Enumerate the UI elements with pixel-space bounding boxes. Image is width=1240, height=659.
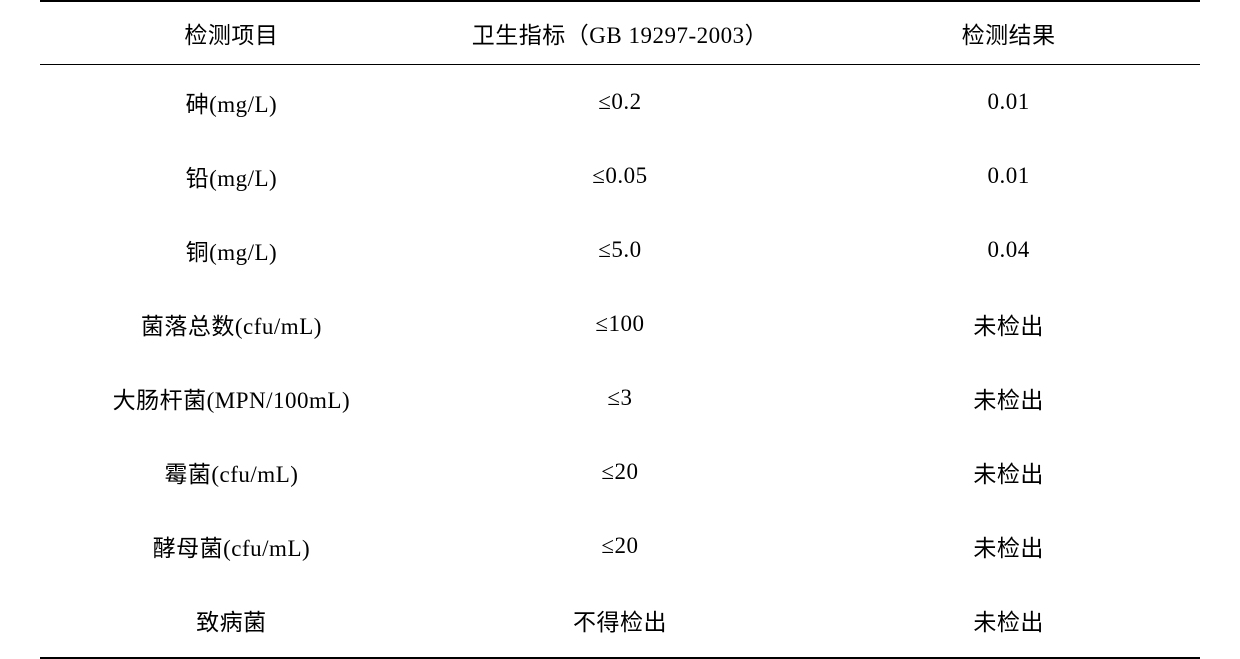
table-row: 铅(mg/L) ≤0.05 0.01 <box>40 139 1200 213</box>
cell-standard: ≤0.2 <box>423 65 817 140</box>
col-header-standard: 卫生指标（GB 19297-2003） <box>423 1 817 65</box>
table-row: 酵母菌(cfu/mL) ≤20 未检出 <box>40 509 1200 583</box>
cell-result: 0.04 <box>817 213 1200 287</box>
cell-result: 0.01 <box>817 139 1200 213</box>
cell-standard: 不得检出 <box>423 583 817 658</box>
table-row: 铜(mg/L) ≤5.0 0.04 <box>40 213 1200 287</box>
cell-item: 铜(mg/L) <box>40 213 423 287</box>
table-row: 霉菌(cfu/mL) ≤20 未检出 <box>40 435 1200 509</box>
cell-item: 铅(mg/L) <box>40 139 423 213</box>
cell-standard: ≤0.05 <box>423 139 817 213</box>
cell-standard: ≤100 <box>423 287 817 361</box>
cell-item: 菌落总数(cfu/mL) <box>40 287 423 361</box>
cell-result: 未检出 <box>817 287 1200 361</box>
col-header-item: 检测项目 <box>40 1 423 65</box>
cell-item: 大肠杆菌(MPN/100mL) <box>40 361 423 435</box>
cell-result: 0.01 <box>817 65 1200 140</box>
cell-standard: ≤20 <box>423 509 817 583</box>
cell-result: 未检出 <box>817 509 1200 583</box>
cell-result: 未检出 <box>817 583 1200 658</box>
table-row: 大肠杆菌(MPN/100mL) ≤3 未检出 <box>40 361 1200 435</box>
detection-results-table: 检测项目 卫生指标（GB 19297-2003） 检测结果 砷(mg/L) ≤0… <box>40 0 1200 659</box>
table-row: 砷(mg/L) ≤0.2 0.01 <box>40 65 1200 140</box>
col-header-result: 检测结果 <box>817 1 1200 65</box>
cell-standard: ≤5.0 <box>423 213 817 287</box>
table-header-row: 检测项目 卫生指标（GB 19297-2003） 检测结果 <box>40 1 1200 65</box>
cell-standard: ≤3 <box>423 361 817 435</box>
cell-item: 致病菌 <box>40 583 423 658</box>
cell-item: 砷(mg/L) <box>40 65 423 140</box>
table-row: 菌落总数(cfu/mL) ≤100 未检出 <box>40 287 1200 361</box>
cell-result: 未检出 <box>817 361 1200 435</box>
cell-standard: ≤20 <box>423 435 817 509</box>
table-row: 致病菌 不得检出 未检出 <box>40 583 1200 658</box>
cell-result: 未检出 <box>817 435 1200 509</box>
page-container: 检测项目 卫生指标（GB 19297-2003） 检测结果 砷(mg/L) ≤0… <box>0 0 1240 659</box>
cell-item: 霉菌(cfu/mL) <box>40 435 423 509</box>
cell-item: 酵母菌(cfu/mL) <box>40 509 423 583</box>
